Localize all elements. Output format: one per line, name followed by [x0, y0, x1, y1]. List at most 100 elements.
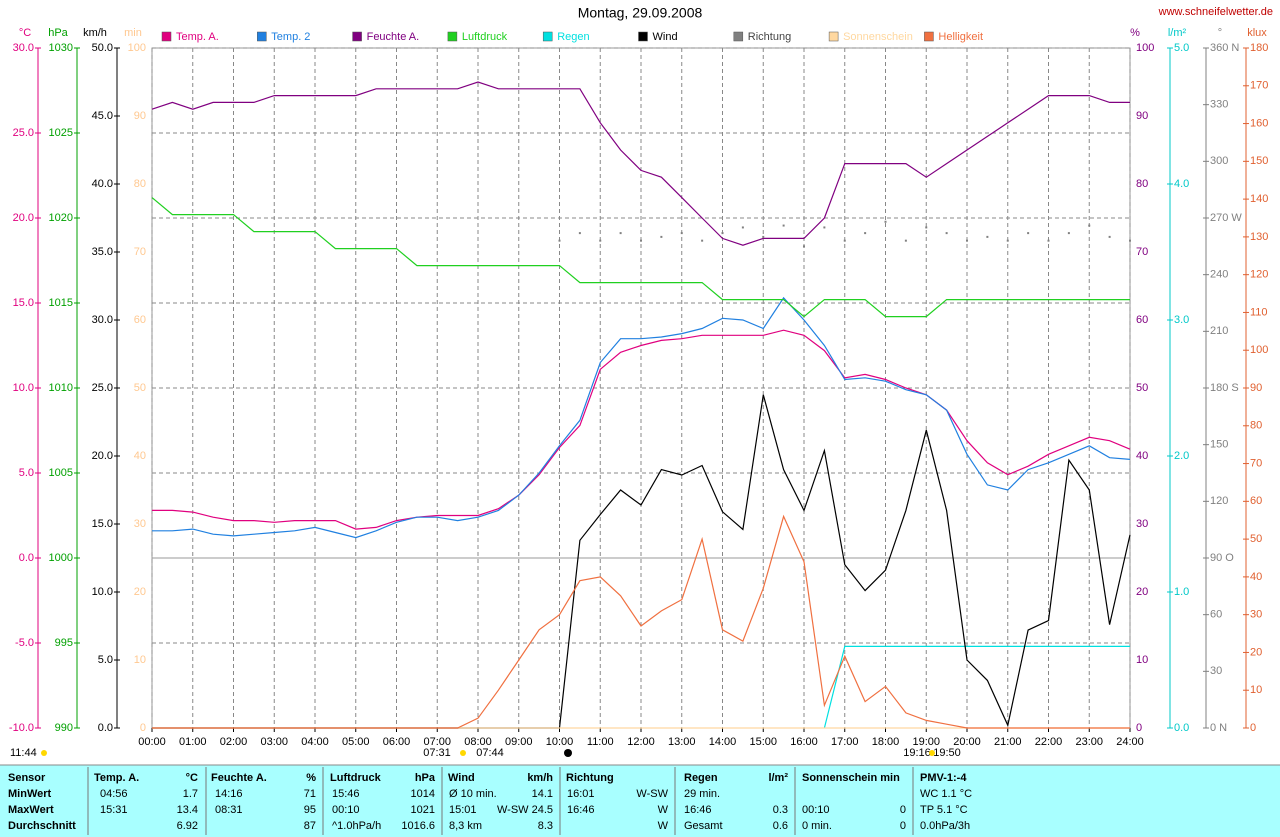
- table-cell: Feuchte A.: [211, 772, 267, 784]
- legend-swatch: [828, 31, 839, 42]
- y-tick-label: 100: [1136, 42, 1154, 54]
- x-tick-label: 14:00: [709, 736, 737, 748]
- table-cell: km/h: [527, 772, 553, 784]
- y-tick-label: 60: [1136, 314, 1148, 326]
- y-tick-label: 35.0: [92, 246, 113, 258]
- x-tick-label: 04:00: [301, 736, 329, 748]
- x-tick-label: 20:00: [953, 736, 981, 748]
- y-tick-label: 1.0: [1174, 586, 1189, 598]
- table-cell: 00:10: [332, 804, 360, 816]
- y-tick-label: 15.0: [92, 518, 113, 530]
- y-tick-label: 45.0: [92, 110, 113, 122]
- x-tick-label: 08:00: [464, 736, 492, 748]
- direction-dot: [680, 232, 683, 235]
- series-line: [151, 197, 1130, 318]
- table-cell: 0.6: [773, 820, 788, 832]
- table-cell: MinWert: [8, 788, 52, 800]
- table-cell: 00:10: [802, 804, 830, 816]
- y-tick-label: 150: [1250, 155, 1268, 167]
- y-tick-label: 90 O: [1210, 552, 1234, 564]
- table-cell: 1021: [411, 804, 435, 816]
- y-tick-label: 30: [1250, 609, 1262, 621]
- direction-dot: [782, 224, 785, 227]
- table-cell: 8.3: [538, 820, 553, 832]
- x-tick-label: 00:00: [138, 736, 166, 748]
- y-tick-label: 100: [128, 42, 146, 54]
- legend-label: Luftdruck: [462, 31, 508, 43]
- y-tick-label: 90: [134, 110, 146, 122]
- y-tick-label: 20: [134, 586, 146, 598]
- y-tick-label: 0.0: [19, 552, 34, 564]
- legend-swatch: [542, 31, 553, 42]
- y-tick-label: -10.0: [9, 722, 34, 734]
- axis-unit: km/h: [83, 27, 107, 39]
- table-cell: W-SW 24.5: [497, 804, 553, 816]
- y-tick-label: 40: [134, 450, 146, 462]
- table-cell: 15:01: [449, 804, 477, 816]
- y-tick-label: 2.0: [1174, 450, 1189, 462]
- x-tick-label: 02:00: [220, 736, 248, 748]
- legend-label: Richtung: [748, 31, 791, 43]
- direction-dot: [925, 226, 928, 229]
- table-cell: Sonnenschein min: [802, 772, 900, 784]
- table-cell: 13.4: [177, 804, 198, 816]
- y-tick-label: 30.0: [92, 314, 113, 326]
- direction-dot: [1108, 235, 1111, 238]
- legend-swatch: [161, 31, 172, 42]
- y-tick-label: 10.0: [13, 382, 34, 394]
- y-tick-label: 1015: [49, 297, 73, 309]
- y-tick-label: 80: [1136, 178, 1148, 190]
- x-tick-label: 19:00: [912, 736, 940, 748]
- series-line: [823, 645, 1130, 729]
- time-annotation: 11:44: [10, 747, 37, 759]
- x-tick-label: 16:00: [790, 736, 818, 748]
- y-tick-label: 160: [1250, 117, 1268, 129]
- y-tick-label: 30: [134, 518, 146, 530]
- y-tick-label: 50: [134, 382, 146, 394]
- table-cell: 16:46: [684, 804, 712, 816]
- table-cell: hPa: [415, 772, 436, 784]
- table-cell: 08:31: [215, 804, 243, 816]
- x-tick-label: 05:00: [342, 736, 370, 748]
- direction-dot: [864, 232, 867, 235]
- y-tick-label: 60: [134, 314, 146, 326]
- series-line: [152, 296, 1131, 539]
- table-cell: Gesamt: [684, 820, 723, 832]
- direction-dot: [986, 235, 989, 238]
- y-tick-label: 0: [1250, 722, 1256, 734]
- y-tick-label: 0.0: [98, 722, 113, 734]
- y-tick-label: 10.0: [92, 586, 113, 598]
- y-tick-label: 130: [1250, 231, 1268, 243]
- direction-dot: [1088, 224, 1091, 227]
- y-tick-label: 20.0: [13, 212, 34, 224]
- table-cell: Regen: [684, 772, 718, 784]
- table-cell: 16:46: [567, 804, 595, 816]
- table-cell: 0: [900, 820, 906, 832]
- y-tick-label: 10: [1250, 684, 1262, 696]
- series-line: [152, 514, 1130, 729]
- legend-label: Temp. A.: [176, 31, 219, 43]
- y-tick-label: 0.0: [1174, 722, 1189, 734]
- direction-dot: [1006, 239, 1009, 242]
- y-tick-label: 90: [1250, 382, 1262, 394]
- y-tick-label: 100: [1250, 344, 1268, 356]
- table-cell: 29 min.: [684, 788, 720, 800]
- y-tick-label: 40: [1250, 571, 1262, 583]
- y-tick-label: 10: [134, 654, 146, 666]
- table-cell: PMV-1:-4: [920, 772, 967, 784]
- table-cell: 1016.6: [401, 820, 435, 832]
- legend-swatch: [638, 31, 648, 42]
- y-tick-label: 1030: [49, 42, 73, 54]
- x-tick-label: 01:00: [179, 736, 207, 748]
- direction-dot: [640, 239, 642, 242]
- source: www.schneifelwetter.de: [1158, 6, 1273, 18]
- time-annotation: 19:16: [903, 747, 931, 759]
- y-tick-label: 30: [1210, 665, 1222, 677]
- table-cell: 0 min.: [802, 820, 832, 832]
- y-tick-label: 0: [140, 722, 146, 734]
- x-tick-label: 15:00: [749, 736, 777, 748]
- direction-dot: [904, 239, 907, 242]
- table-cell: 15:46: [332, 788, 360, 800]
- y-tick-label: 20: [1250, 646, 1262, 658]
